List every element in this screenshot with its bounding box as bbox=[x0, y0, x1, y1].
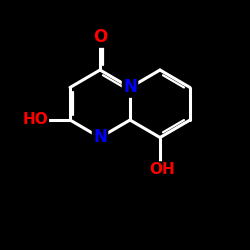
Text: N: N bbox=[123, 78, 137, 96]
Text: N: N bbox=[93, 128, 107, 146]
Text: OH: OH bbox=[150, 162, 176, 178]
Text: HO: HO bbox=[22, 112, 48, 128]
Text: O: O bbox=[93, 28, 107, 46]
